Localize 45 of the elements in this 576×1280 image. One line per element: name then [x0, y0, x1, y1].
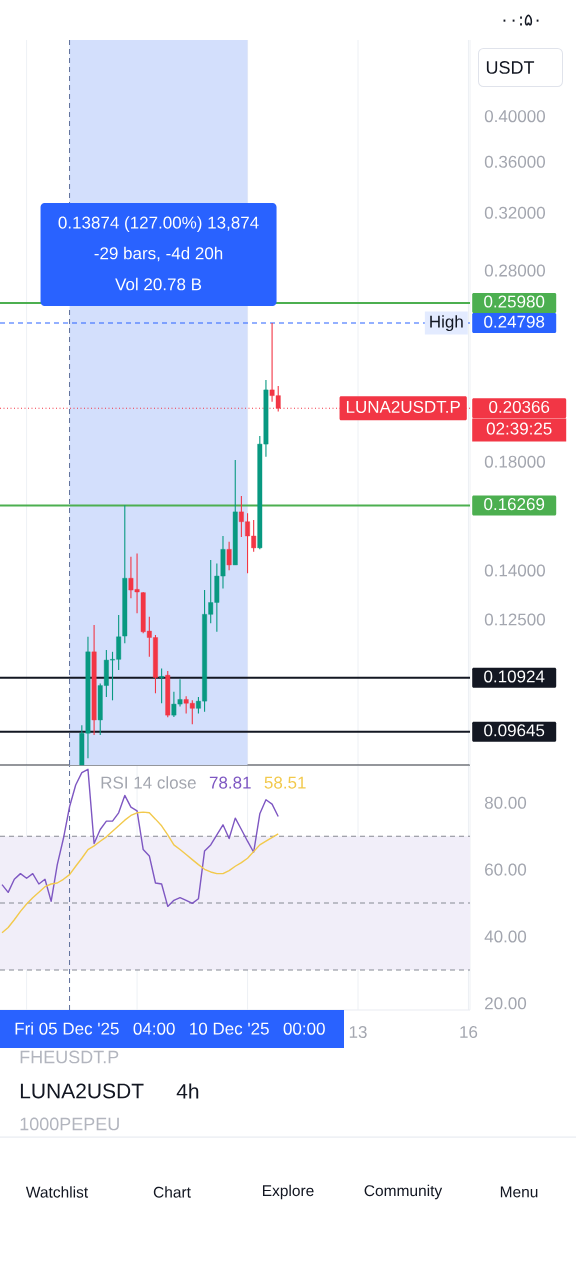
text: ۰۰:۵۰ [503, 14, 539, 26]
y-tick-label: 0.14000 [484, 564, 545, 577]
text: 58.51 [264, 776, 306, 789]
y-tick-label: 0.32000 [484, 206, 545, 219]
text: Watchlist [25, 1186, 89, 1198]
y-tick-label: 0.12500 [484, 613, 545, 626]
x-tick-label: 13 [349, 1025, 367, 1039]
y-tick-label: 0.40000 [484, 110, 545, 123]
text: 02:39:25 [486, 422, 552, 435]
text: LUNA2USDT [20, 1083, 144, 1099]
text: Menu [500, 1186, 538, 1198]
y-tick-label: 20.00 [485, 997, 527, 1010]
text: 4h [176, 1083, 199, 1099]
legend-title: RSI 14 close [101, 776, 196, 789]
y-tick-label: 80.00 [484, 796, 527, 809]
text: Fri 05 Dec '25 [15, 1022, 119, 1035]
text: Community [364, 1184, 443, 1200]
ref-line-label: 0.09645 [484, 724, 545, 737]
y-tick-label: 60.00 [485, 863, 527, 876]
text: Explore [263, 1184, 314, 1200]
text: 04:00 [133, 1022, 175, 1035]
y-axis-title: USDT [486, 61, 535, 74]
text: Chart [153, 1186, 191, 1198]
ref-line-label: 0.20366 [489, 400, 550, 413]
y-tick-label: 0.28000 [484, 264, 545, 277]
annotation: Vol 20.78 B [115, 277, 202, 291]
text: 1000PEPEU [20, 1117, 119, 1131]
text: 00:00 [283, 1022, 325, 1035]
candlestick [226, 541, 232, 571]
ref-line-label: 0.24798 [484, 315, 545, 328]
annotation: -29 bars, -4d 20h [94, 246, 223, 262]
x-tick-label: 16 [460, 1025, 478, 1039]
series-label: 78.81 [209, 776, 251, 789]
ref-line-label: 0.10924 [484, 670, 545, 683]
text: FHEUSDT.P [20, 1050, 119, 1064]
ref-line-label: 0.25980 [484, 295, 545, 308]
y-tick-label: 40.00 [484, 930, 527, 943]
annotation: High [430, 315, 463, 332]
annotation: 0.13874 (127.00%) 13,874 [58, 216, 259, 232]
ref-line-label: 0.16269 [484, 498, 545, 511]
y-tick-label: 0.18000 [484, 455, 545, 468]
candlestick [159, 668, 165, 704]
text: 10 Dec '25 [190, 1022, 269, 1035]
annotation: LUNA2USDT.P [346, 400, 460, 413]
y-tick-label: 0.36000 [484, 155, 545, 168]
